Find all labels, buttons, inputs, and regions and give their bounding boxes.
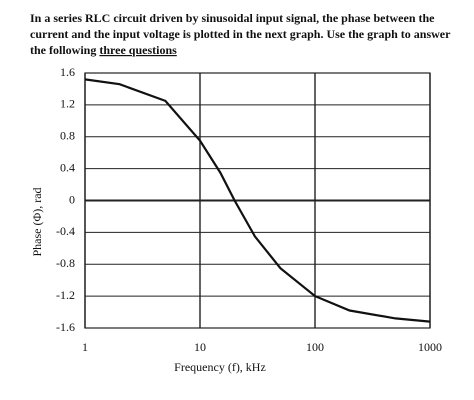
y-tick-label: -1.2 (56, 288, 75, 302)
y-tick-label: 1.2 (60, 97, 75, 111)
y-tick-label: -1.6 (56, 320, 75, 334)
intro-line: In a series RLC circuit driven by sinuso… (30, 11, 435, 25)
y-tick-label: 0.4 (60, 160, 75, 174)
y-tick-label: -0.4 (56, 224, 75, 238)
intro-underlined: three questions (99, 43, 177, 57)
y-tick-label: 1.6 (60, 65, 75, 79)
line (84, 78, 431, 323)
x-tick-label: 100 (306, 340, 324, 354)
intro-text: the following (30, 43, 96, 57)
x-tick-label: 10 (194, 340, 206, 354)
x-axis-label: Frequency (f), kHz (174, 360, 266, 374)
y-tick-label: 0.8 (60, 129, 75, 143)
intro-line: the following three questions (30, 43, 177, 57)
x-tick-label: 1000 (418, 340, 442, 354)
y-tick-label: 0 (69, 192, 75, 206)
y-axis-label: Phase (Φ), rad (30, 187, 44, 256)
intro-line: current and the input voltage is plotted… (30, 27, 451, 41)
x-tick-label: 1 (82, 340, 88, 354)
y-tick-label: -0.8 (56, 256, 75, 270)
